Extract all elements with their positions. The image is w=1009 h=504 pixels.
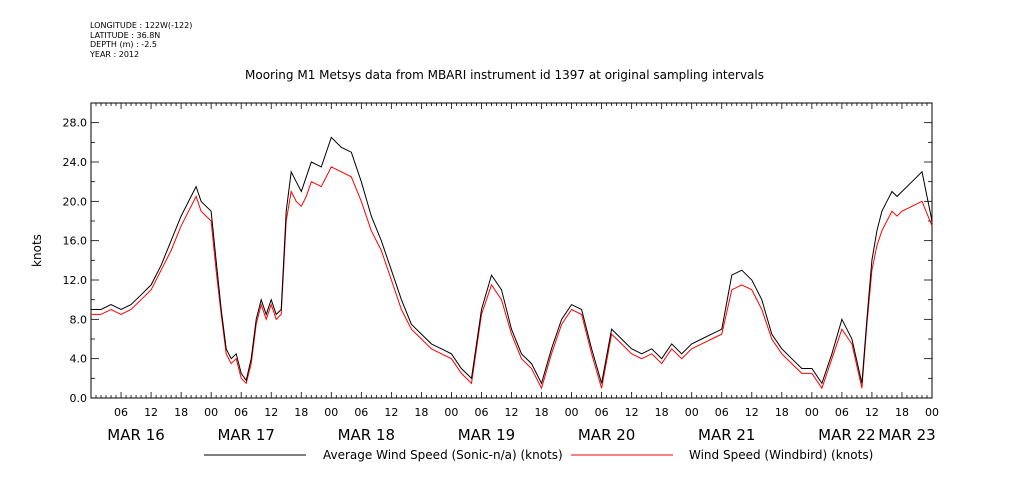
x-tick-label: 06 (595, 406, 609, 419)
x-tick-label: 00 (565, 406, 579, 419)
x-tick-label: 06 (835, 406, 849, 419)
x-tick-label: 18 (775, 406, 789, 419)
x-tick-label: 06 (354, 406, 368, 419)
y-axis-label: knots (30, 234, 44, 267)
x-tick-label: 00 (444, 406, 458, 419)
longitude-label: LONGITUDE : 122W(-122) (90, 21, 193, 30)
x-tick-label: 00 (805, 406, 819, 419)
x-tick-label: 18 (294, 406, 308, 419)
legend-label-sonic: Average Wind Speed (Sonic-n/a) (knots) (323, 448, 563, 462)
x-tick-label: 12 (745, 406, 759, 419)
y-tick-label: 8.0 (70, 313, 88, 326)
x-tick-label: 18 (174, 406, 188, 419)
y-tick-label: 12.0 (63, 274, 88, 287)
series-group (91, 136, 933, 390)
x-tick-label: 18 (414, 406, 428, 419)
x-tick-label: 18 (655, 406, 669, 419)
x-day-label: MAR 20 (578, 426, 635, 444)
windbird-series-line (91, 166, 933, 390)
x-tick-label: 06 (715, 406, 729, 419)
y-tick-label: 24.0 (63, 156, 88, 169)
x-tick-label: 12 (144, 406, 158, 419)
y-tick-label: 0.0 (70, 392, 88, 405)
x-day-label: MAR 19 (458, 426, 515, 444)
x-tick-label: 06 (474, 406, 488, 419)
y-tick-label: 20.0 (63, 195, 88, 208)
y-tick-label: 16.0 (63, 235, 88, 248)
x-tick-label: 00 (204, 406, 218, 419)
chart-title: Mooring M1 Metsys data from MBARI instru… (245, 68, 764, 82)
year-label: YEAR : 2012 (90, 49, 140, 59)
y-tick-label: 4.0 (70, 353, 88, 366)
x-day-label: MAR 23 (878, 426, 935, 444)
x-day-label: MAR 18 (338, 426, 395, 444)
x-tick-label: 12 (264, 406, 278, 419)
x-tick-label: 06 (114, 406, 128, 419)
sonic-series-line (91, 136, 933, 385)
x-tick-label: 06 (234, 406, 248, 419)
latitude-label: LATITUDE : 36.8N (90, 30, 161, 40)
y-tick-label: 28.0 (63, 117, 88, 130)
legend-label-windbird: Wind Speed (Windbird) (knots) (689, 448, 873, 462)
x-day-label: MAR 16 (107, 426, 164, 444)
x-tick-label: 12 (505, 406, 519, 419)
axes: 0.0 4.0 8.0 12.0 16.0 20.0 24.0 28.0 06 12 18 00 06 1… (30, 102, 939, 444)
x-tick-label: 00 (324, 406, 338, 419)
x-tick-label: 12 (625, 406, 639, 419)
depth-label: DEPTH (m) : -2.5 (90, 40, 157, 49)
x-tick-label: 00 (685, 406, 699, 419)
metadata-block: LONGITUDE : 122W(-122) LATITUDE : 36.8N … (90, 21, 192, 59)
x-tick-label: 18 (535, 406, 549, 419)
x-tick-label: 12 (384, 406, 398, 419)
x-day-label: MAR 21 (698, 426, 755, 444)
x-day-label: MAR 22 (818, 426, 875, 444)
x-tick-label: 12 (865, 406, 879, 419)
x-tick-label: 00 (925, 406, 939, 419)
x-day-label: MAR 17 (217, 426, 274, 444)
plot-frame (90, 102, 933, 399)
x-tick-label: 18 (895, 406, 909, 419)
legend: Average Wind Speed (Sonic-n/a) (knots) Wi… (204, 448, 873, 462)
